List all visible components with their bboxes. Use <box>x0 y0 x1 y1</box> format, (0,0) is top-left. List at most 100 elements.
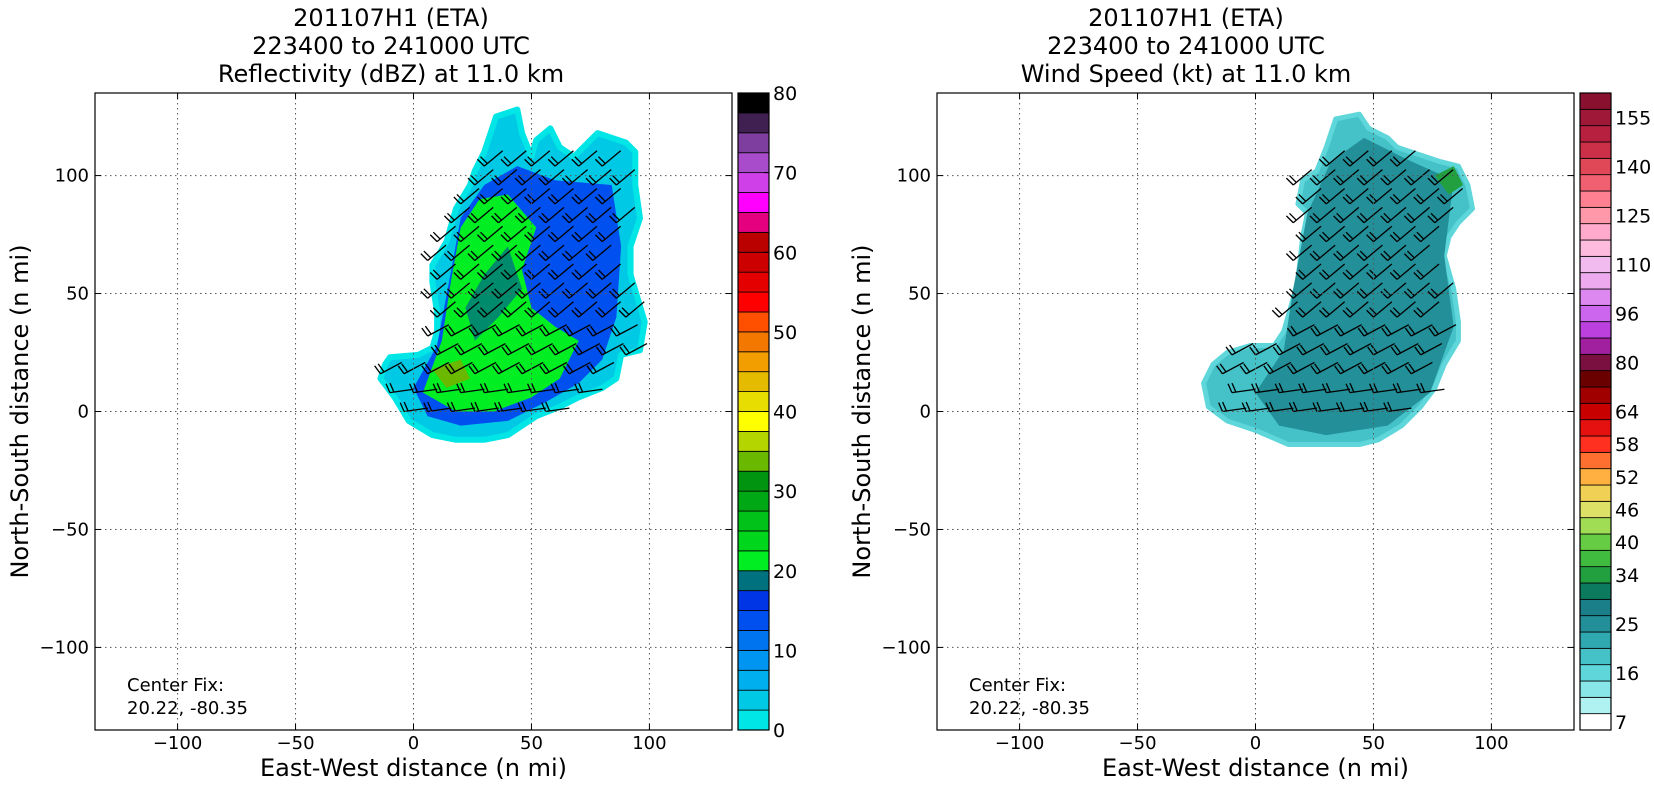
wind-barb-feather <box>1392 156 1401 165</box>
colorbar-segment <box>737 669 770 691</box>
wind-barb-feather <box>1333 253 1341 261</box>
x-tick-label: −50 <box>277 733 315 754</box>
wind-barb-feather <box>1322 156 1330 165</box>
wind-barb-feather <box>1310 327 1318 337</box>
wind-barb-feather <box>1416 307 1425 316</box>
wind-barb-feather <box>1389 196 1398 205</box>
wind-barb-feather <box>491 290 499 299</box>
colorbar-tick-label: 80 <box>773 83 797 105</box>
colorbar-segment <box>1579 304 1612 323</box>
wind-barb-feather <box>1345 383 1351 393</box>
wind-barb-feather <box>453 196 462 205</box>
wind-barb-feather <box>1408 325 1416 335</box>
x-tick-label: 0 <box>1250 733 1261 754</box>
x-tick-label: 50 <box>1362 733 1385 754</box>
wind-barb-feather <box>552 344 560 354</box>
colorbar-segment <box>737 649 770 671</box>
colorbar-tick-label: 16 <box>1615 663 1639 685</box>
wind-barb-feather <box>1367 346 1374 356</box>
wind-barb-feather <box>517 212 526 221</box>
wind-barb-feather <box>1416 193 1425 202</box>
wind-barb-feather <box>1319 346 1327 356</box>
wind-barb-feather <box>446 212 455 221</box>
wind-barb-feather <box>575 344 583 354</box>
wind-barb-feather <box>430 346 438 356</box>
colorbar-segment <box>1579 125 1612 143</box>
wind-barb-feather <box>507 382 513 393</box>
wind-barb-feather <box>594 234 603 243</box>
wind-barb-feather <box>1428 327 1436 337</box>
ticks <box>95 93 732 730</box>
colorbar-segment <box>737 530 770 552</box>
wind-barb-feather <box>566 325 574 335</box>
wind-barb-feather <box>1404 327 1412 337</box>
wind-barb-feather <box>524 272 532 280</box>
wind-barb-feather <box>423 402 429 412</box>
x-axis-label: East-West distance (n mi) <box>1102 754 1409 782</box>
wind-barb-feather <box>1321 383 1327 393</box>
wind-barb-feather <box>1334 327 1341 337</box>
wind-barb-feather <box>453 309 462 318</box>
y-tick-label: −100 <box>882 637 931 658</box>
wind-barb-feather <box>1408 363 1416 373</box>
y-tick-label: 50 <box>66 284 89 305</box>
wind-barb-feather <box>423 250 432 259</box>
colorbar-segment <box>737 709 770 731</box>
wind-barb-feather <box>421 327 429 337</box>
wind-barb-feather <box>547 272 556 280</box>
wind-barb-feather <box>495 325 503 335</box>
wind-barb-feather <box>527 231 535 240</box>
colorbar-segment <box>1579 108 1612 127</box>
wind-barb-feather <box>1316 401 1322 412</box>
wind-barb-feather <box>1390 346 1398 356</box>
wind-barb-feather <box>1221 401 1228 412</box>
wind-barb-feather <box>432 383 438 393</box>
wind-barb-feather <box>1345 269 1354 278</box>
wind-barb-feather <box>1245 401 1251 412</box>
wind-barb-feather <box>1420 382 1426 393</box>
wind-barb-feather <box>1406 212 1415 221</box>
wind-barb-feather <box>470 175 479 183</box>
wind-barb-feather <box>470 402 476 412</box>
wind-barb <box>1373 301 1393 318</box>
wind-barb-feather <box>1336 250 1344 259</box>
wind-barb-feather <box>1430 288 1439 297</box>
wind-barb <box>1325 301 1346 318</box>
wind-barb-feather <box>476 272 485 280</box>
wind-barb-feather <box>1369 156 1377 165</box>
wind-barb-feather <box>1430 212 1439 221</box>
wind-barb-feather <box>514 253 523 261</box>
wind-barb-feather <box>1347 344 1354 354</box>
wind-barb-feather <box>1387 401 1393 412</box>
wind-barb-feather <box>1295 309 1304 318</box>
colorbar-segment <box>1579 451 1612 470</box>
wind-barb-feather <box>1345 307 1354 316</box>
wind-barb-feather <box>1380 215 1389 224</box>
wind-barb-feather <box>514 215 523 224</box>
colorbar-segment <box>737 351 770 373</box>
wind-barb-feather <box>1271 309 1280 318</box>
wind-barb-feather <box>503 269 512 278</box>
panel-title-2: 201107H1 (ETA) 223400 to 241000 UTC Wind… <box>836 4 1536 88</box>
wind-barb-feather <box>527 383 533 393</box>
wind-barb-feather <box>1361 325 1369 335</box>
wind-barb-feather <box>517 175 526 183</box>
wind-barb-feather <box>1272 346 1280 356</box>
wind-barb-feather <box>1322 193 1330 202</box>
echo-field <box>1201 111 1476 448</box>
wind-barb <box>1325 187 1346 205</box>
wind-barb-feather <box>432 231 441 240</box>
wind-barb-feather <box>1225 346 1233 356</box>
wind-barb-feather <box>505 344 512 354</box>
wind-barb-feather <box>619 346 627 356</box>
wind-barb-feather <box>1389 309 1398 318</box>
wind-barb-feather <box>1366 272 1374 280</box>
wind-barb-feather <box>472 363 479 373</box>
wind-barb <box>1292 244 1313 262</box>
wind-barb-feather <box>424 363 432 373</box>
colorbar-segment <box>737 291 770 313</box>
colorbar-segment <box>737 331 770 353</box>
wind-barb-feather <box>423 288 432 297</box>
wind-barb-feather <box>470 250 479 259</box>
center-fix-coords: 20.22, -80.35 <box>127 698 248 719</box>
